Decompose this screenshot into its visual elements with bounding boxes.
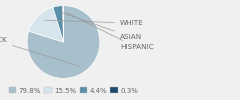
Wedge shape: [53, 6, 64, 42]
Legend: 79.8%, 15.5%, 4.4%, 0.3%: 79.8%, 15.5%, 4.4%, 0.3%: [6, 84, 141, 96]
Text: WHITE: WHITE: [44, 20, 144, 26]
Text: HISPANIC: HISPANIC: [66, 12, 154, 50]
Text: BLACK: BLACK: [0, 37, 79, 66]
Wedge shape: [29, 7, 64, 42]
Wedge shape: [27, 6, 100, 78]
Text: ASIAN: ASIAN: [61, 12, 142, 40]
Wedge shape: [63, 6, 64, 42]
